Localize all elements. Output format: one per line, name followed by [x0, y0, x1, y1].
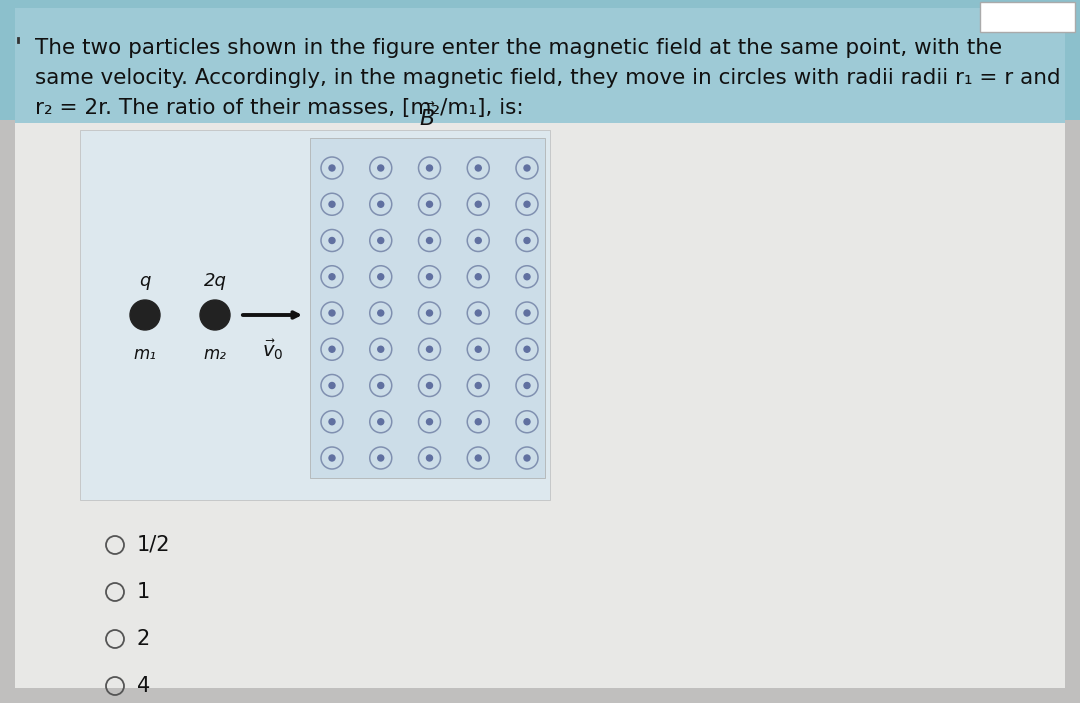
- Text: $\vec{v}_0$: $\vec{v}_0$: [261, 337, 283, 361]
- Circle shape: [427, 347, 432, 352]
- Text: 1/2: 1/2: [137, 535, 171, 555]
- Circle shape: [524, 382, 530, 389]
- Circle shape: [378, 273, 383, 280]
- Circle shape: [329, 238, 335, 243]
- Bar: [980, 2, 1075, 32]
- Circle shape: [427, 310, 432, 316]
- Circle shape: [427, 201, 432, 207]
- Text: 2: 2: [137, 629, 150, 649]
- Circle shape: [329, 201, 335, 207]
- Circle shape: [524, 419, 530, 425]
- Circle shape: [475, 273, 482, 280]
- Circle shape: [475, 201, 482, 207]
- Circle shape: [378, 419, 383, 425]
- Circle shape: [378, 238, 383, 243]
- Circle shape: [200, 300, 230, 330]
- Circle shape: [475, 455, 482, 461]
- Bar: [0, 0, 1080, 120]
- Circle shape: [329, 419, 335, 425]
- Text: m₂: m₂: [203, 345, 227, 363]
- Text: m₁: m₁: [134, 345, 157, 363]
- Circle shape: [378, 455, 383, 461]
- Circle shape: [475, 347, 482, 352]
- Circle shape: [427, 419, 432, 425]
- Circle shape: [475, 310, 482, 316]
- Circle shape: [329, 273, 335, 280]
- Circle shape: [427, 273, 432, 280]
- Text: The two particles shown in the figure enter the magnetic field at the same point: The two particles shown in the figure en…: [35, 38, 1002, 58]
- Circle shape: [378, 347, 383, 352]
- Text: 2q: 2q: [203, 272, 227, 290]
- Text: r₂ = 2r. The ratio of their masses, [m₂/m₁], is:: r₂ = 2r. The ratio of their masses, [m₂/…: [35, 98, 524, 118]
- Circle shape: [475, 165, 482, 171]
- Text: $\vec{B}$: $\vec{B}$: [419, 103, 436, 130]
- Circle shape: [524, 455, 530, 461]
- Circle shape: [524, 238, 530, 243]
- Circle shape: [524, 310, 530, 316]
- Circle shape: [475, 382, 482, 389]
- Circle shape: [378, 201, 383, 207]
- Circle shape: [524, 273, 530, 280]
- Text: 4: 4: [137, 676, 150, 696]
- Circle shape: [524, 347, 530, 352]
- Circle shape: [378, 165, 383, 171]
- Text: 1: 1: [137, 582, 150, 602]
- Circle shape: [378, 382, 383, 389]
- Bar: [310, 138, 545, 478]
- Text: q: q: [139, 272, 151, 290]
- Circle shape: [427, 165, 432, 171]
- Circle shape: [427, 382, 432, 389]
- Text: same velocity. Accordingly, in the magnetic field, they move in circles with rad: same velocity. Accordingly, in the magne…: [35, 68, 1061, 88]
- Circle shape: [475, 238, 482, 243]
- Circle shape: [329, 455, 335, 461]
- Circle shape: [130, 300, 160, 330]
- Circle shape: [329, 310, 335, 316]
- Bar: [15, 8, 1065, 123]
- Circle shape: [427, 238, 432, 243]
- Circle shape: [524, 201, 530, 207]
- Circle shape: [378, 310, 383, 316]
- Circle shape: [427, 455, 432, 461]
- Circle shape: [475, 419, 482, 425]
- Circle shape: [524, 165, 530, 171]
- Bar: [80, 130, 550, 500]
- Circle shape: [329, 382, 335, 389]
- Circle shape: [329, 347, 335, 352]
- Circle shape: [329, 165, 335, 171]
